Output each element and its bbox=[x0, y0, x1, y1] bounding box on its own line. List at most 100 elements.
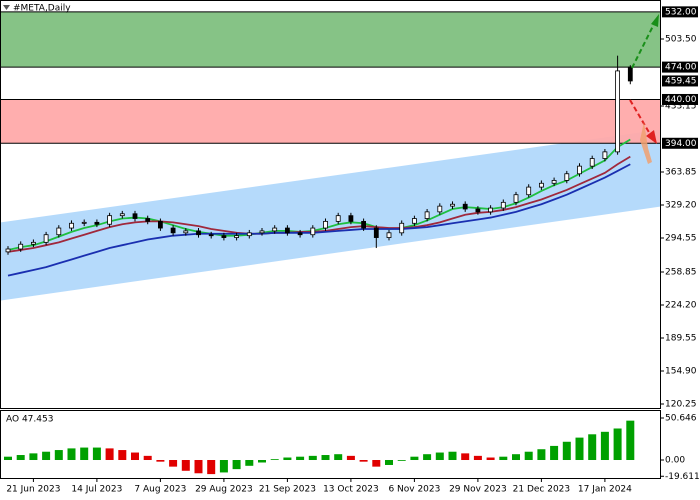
candle-body bbox=[551, 180, 557, 184]
candle-body bbox=[386, 232, 392, 238]
ao-bar bbox=[512, 454, 520, 461]
price-tag-label: 532.00 bbox=[665, 7, 697, 17]
price-tag-label: 394.00 bbox=[665, 139, 697, 149]
y-tick-label: 50.646 bbox=[665, 414, 697, 424]
candle-body bbox=[119, 213, 125, 217]
x-tick-label: 21 Dec 2023 bbox=[513, 485, 571, 495]
candle-body bbox=[170, 227, 176, 234]
ao-bar bbox=[372, 460, 381, 467]
candle-body bbox=[272, 227, 278, 232]
ao-bar bbox=[232, 460, 241, 470]
ao-bar bbox=[245, 460, 254, 466]
price-layer bbox=[5, 55, 633, 277]
y-tick-label: 120.25 bbox=[665, 400, 697, 410]
candle-body bbox=[284, 227, 290, 234]
oscillator-layer: AO 47.453 bbox=[4, 415, 635, 475]
arrow-shape bbox=[640, 122, 652, 164]
ao-bar bbox=[270, 459, 279, 461]
ao-bar bbox=[613, 428, 622, 461]
candle-body bbox=[310, 227, 316, 236]
ao-bar bbox=[207, 460, 216, 475]
candle-body bbox=[411, 218, 417, 224]
candle-body bbox=[246, 232, 252, 237]
ao-bar bbox=[156, 460, 165, 462]
price-tag-label: 474.00 bbox=[665, 63, 697, 73]
ao-bar bbox=[105, 448, 114, 461]
y-tick-label: 329.20 bbox=[665, 201, 697, 211]
price-tag bbox=[662, 6, 698, 18]
candle-body bbox=[157, 220, 163, 229]
ao-bar bbox=[67, 448, 76, 461]
ao-bar bbox=[29, 453, 38, 461]
ao-bar bbox=[346, 455, 355, 461]
y-tick-label: 189.55 bbox=[665, 334, 697, 344]
candle-body bbox=[399, 222, 405, 234]
candle-body bbox=[145, 218, 151, 222]
x-tick-label: 6 Nov 2023 bbox=[388, 485, 440, 495]
candle-body bbox=[56, 227, 62, 236]
ao-bar bbox=[550, 445, 559, 461]
candle-body bbox=[539, 182, 544, 188]
x-tick-label: 13 Oct 2023 bbox=[323, 485, 379, 495]
candle-body bbox=[132, 213, 138, 219]
candle-body bbox=[424, 211, 430, 219]
price-tag bbox=[662, 75, 698, 87]
ao-bar bbox=[448, 451, 457, 461]
candle-body bbox=[297, 232, 303, 236]
candle-body bbox=[577, 165, 582, 175]
forecast-arrows bbox=[629, 14, 659, 164]
candle-body bbox=[437, 205, 443, 213]
candle-body bbox=[5, 248, 11, 253]
ao-bar bbox=[296, 456, 305, 461]
candle-body bbox=[208, 234, 214, 237]
x-tick-label: 14 Jul 2023 bbox=[71, 485, 122, 495]
x-tick-label: 7 Aug 2023 bbox=[134, 485, 186, 495]
ao-bar bbox=[359, 460, 368, 462]
price-tag bbox=[662, 93, 698, 105]
candle-body bbox=[450, 203, 455, 207]
x-tick-label: 21 Sep 2023 bbox=[259, 485, 316, 495]
y-tick-label: 224.20 bbox=[665, 301, 697, 311]
y-tick-label: 363.85 bbox=[665, 168, 697, 178]
ao-bar bbox=[423, 454, 432, 461]
candle-body bbox=[462, 203, 468, 210]
ao-bar bbox=[219, 460, 228, 473]
ao-bar bbox=[626, 420, 635, 461]
candle-body bbox=[196, 230, 201, 236]
ao-bar bbox=[194, 460, 203, 474]
ao-bar bbox=[258, 460, 266, 463]
candle-body bbox=[259, 230, 265, 234]
candle-body bbox=[475, 208, 481, 213]
ao-bar bbox=[131, 452, 139, 461]
ao-bar bbox=[397, 460, 406, 461]
candle-body bbox=[602, 151, 608, 159]
candle-body bbox=[348, 215, 354, 222]
y-tick-label: 154.90 bbox=[665, 367, 697, 377]
candle-body bbox=[43, 234, 49, 243]
x-tick-label: 17 Jan 2024 bbox=[578, 485, 632, 495]
zone bbox=[0, 99, 660, 144]
y-tick-label: -19.611 bbox=[665, 472, 700, 482]
candle-body bbox=[564, 173, 570, 181]
ao-bar bbox=[524, 451, 533, 461]
candle-body bbox=[589, 158, 595, 167]
candle-body bbox=[30, 241, 36, 245]
ao-bar bbox=[54, 450, 63, 461]
candle-body bbox=[627, 66, 633, 82]
ao-bar bbox=[118, 450, 127, 461]
moving-average bbox=[7, 163, 631, 277]
oscillator-frame bbox=[0, 410, 661, 479]
ao-bar bbox=[80, 447, 89, 461]
ao-bar bbox=[181, 460, 190, 471]
candle-body bbox=[221, 235, 227, 238]
ao-bar bbox=[169, 460, 178, 467]
menu-icon[interactable] bbox=[3, 5, 10, 10]
ao-bar bbox=[92, 447, 101, 461]
ao-bar bbox=[537, 449, 546, 461]
candle-body bbox=[81, 221, 87, 224]
moving-average bbox=[7, 155, 631, 253]
chart-title: #META,Daily bbox=[13, 4, 71, 14]
ao-bar bbox=[321, 455, 330, 461]
ao-bar bbox=[486, 457, 495, 461]
